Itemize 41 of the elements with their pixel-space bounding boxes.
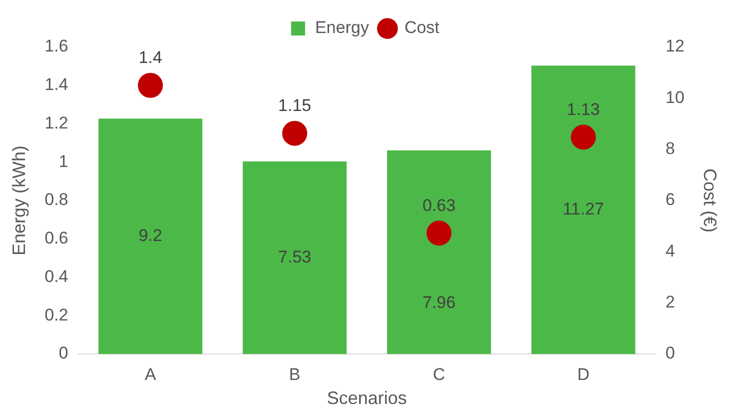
- data-label: 7.53: [278, 247, 312, 266]
- data-label: 1.15: [278, 96, 312, 116]
- point: [570, 124, 596, 150]
- y2-tick-label: 0: [665, 344, 675, 363]
- y2-tick-label: 2: [665, 292, 675, 312]
- legend-label: Cost: [404, 18, 440, 38]
- y2-tick-label: 12: [665, 36, 684, 56]
- y2-axis-title: Cost (€): [700, 168, 720, 233]
- x-tick-label: D: [577, 364, 590, 384]
- y2-tick-label: 6: [665, 190, 675, 210]
- bar: [531, 66, 636, 354]
- y-tick-label: 0: [58, 344, 68, 363]
- legend-label: Energy: [315, 18, 370, 38]
- bar: [387, 150, 491, 354]
- data-label: 11.27: [562, 200, 604, 219]
- x-tick-label: B: [289, 364, 300, 384]
- y-tick-label: 0.6: [44, 228, 68, 248]
- y-tick-label: 1: [58, 152, 68, 171]
- data-label: 9.2: [138, 226, 162, 246]
- y2-tick-label: 8: [665, 139, 675, 158]
- bar: [98, 118, 202, 354]
- y-tick-label: 1.2: [44, 113, 68, 132]
- y2-tick-label: 4: [665, 241, 675, 260]
- y-tick-label: 0.2: [44, 305, 68, 324]
- point: [138, 72, 163, 98]
- y-tick-label: 0.8: [44, 190, 68, 210]
- y-tick-label: 0.4: [44, 266, 68, 286]
- x-axis-title: Scenarios: [326, 388, 407, 408]
- x-tick-label: C: [432, 364, 446, 384]
- y2-tick-label: 10: [665, 88, 684, 107]
- data-label: 7.96: [422, 293, 456, 312]
- y-tick-label: 1.4: [44, 75, 68, 94]
- bar: [242, 161, 347, 354]
- data-label: 1.13: [566, 100, 600, 119]
- y-axis-title: Energy (kWh): [8, 145, 29, 256]
- data-label: 1.4: [138, 48, 162, 68]
- y-tick-label: 1.6: [44, 36, 68, 56]
- data-label: 0.63: [422, 196, 456, 215]
- point: [426, 220, 452, 246]
- x-tick-label: A: [144, 364, 157, 384]
- point: [282, 120, 308, 146]
